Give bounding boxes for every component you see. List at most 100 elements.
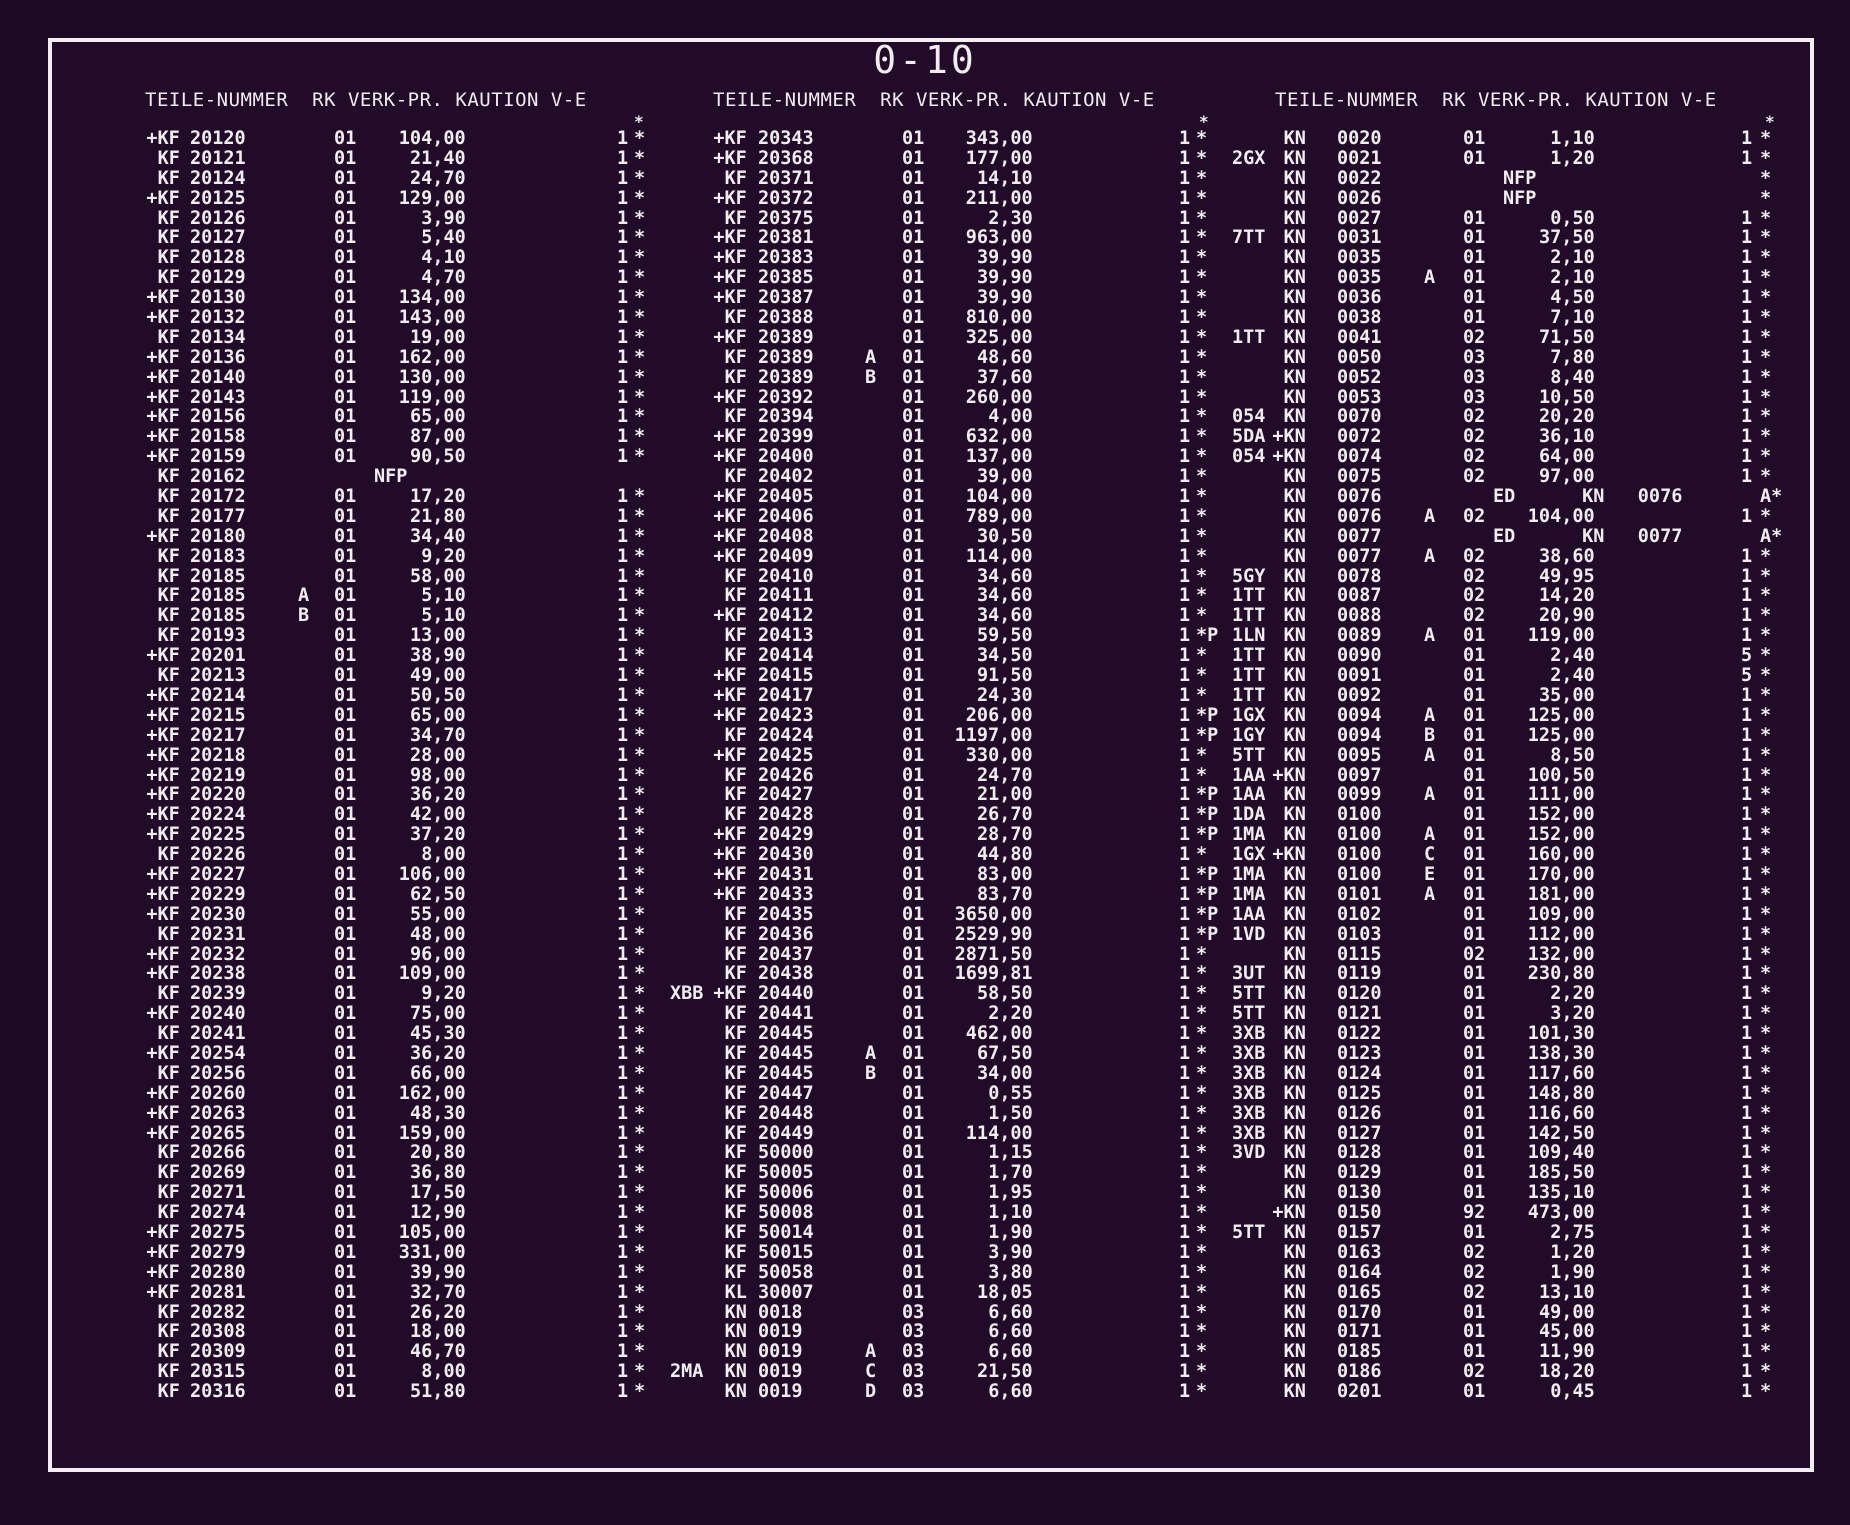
part-number-cell: 20282 [190,1301,246,1323]
price-cell: 3650,00 [954,903,1033,925]
rk-cell: 01 [902,287,925,309]
rk-cell: 01 [1463,1062,1486,1084]
rk-cell: 01 [902,1023,925,1045]
ve-cell: 1 [1179,486,1191,508]
prefix-cell: +KF [713,386,747,408]
suffix-cell: A [1424,704,1436,726]
ve-cell: 1 [1179,287,1191,309]
price-cell: 4,70 [421,267,466,289]
price-cell: 260,00 [965,386,1033,408]
ve-cell: 1 [1179,406,1191,428]
part-number-cell: 20266 [190,1142,246,1164]
prefix-cell: KN [1283,287,1306,309]
code-cell: 054 [1232,446,1266,468]
ve-cell: 1 [1179,704,1191,726]
marker-cell: * [1196,1062,1208,1084]
marker-cell: * [634,1321,646,1343]
prefix-cell: KN [1283,1102,1306,1124]
part-number-cell: 50015 [758,1241,814,1263]
prefix-cell: KF [724,784,747,806]
marker-cell: * [1760,267,1772,289]
ve-cell: 1 [1741,1301,1753,1323]
prefix-cell: KF [724,1042,747,1064]
marker-cell: * [1760,406,1772,428]
prefix-cell: +KF [146,426,180,448]
prefix-cell: +KF [713,684,747,706]
part-number-cell: 20402 [758,466,814,488]
ve-cell: 1 [1179,625,1191,647]
ve-cell: 5 [1741,665,1753,687]
ve-cell: 1 [617,267,629,289]
ve-cell: 1 [1179,1321,1191,1343]
prefix-cell: KF [157,466,180,488]
part-number-cell: 20436 [758,923,814,945]
rk-cell: 01 [1463,963,1486,985]
part-number-cell: 0165 [1337,1281,1382,1303]
prefix-cell: KN [724,1381,747,1403]
part-number-cell: 0100 [1337,863,1382,885]
prefix-cell: KF [157,486,180,508]
price-cell: 65,00 [410,704,466,726]
rk-cell: 01 [902,505,925,527]
marker-cell: * [1760,386,1772,408]
ve-cell: 1 [1741,128,1753,149]
ve-cell: 1 [617,585,629,607]
ve-cell: 1 [617,207,629,229]
ve-cell: 1 [1179,346,1191,368]
marker-cell: *P [1196,903,1219,925]
rk-cell: 01 [1463,247,1486,269]
prefix-cell: +KF [146,804,180,826]
rk-cell: 01 [334,486,357,508]
rk-cell: 01 [334,287,357,309]
price-cell: 148,80 [1527,1082,1595,1104]
ve-cell: 1 [1179,724,1191,746]
rk-cell: 01 [902,486,925,508]
prefix-cell: KF [724,1082,747,1104]
marker-cell: * [1196,167,1208,189]
rk-cell: 01 [902,625,925,647]
rk-cell: 01 [1463,1221,1486,1243]
marker-cell: * [1196,744,1208,766]
prefix-cell: +KF [146,684,180,706]
rk-cell: 03 [902,1361,925,1383]
marker-cell: * [634,505,646,527]
price-cell: 4,10 [421,247,466,269]
prefix-cell: KN [1283,903,1306,925]
part-number-cell: 20132 [190,307,246,329]
prefix-cell: +KF [713,505,747,527]
price-cell: 2,40 [1550,645,1595,667]
marker-cell: A* [1760,525,1783,547]
code-cell: 3XB [1232,1122,1266,1144]
rk-cell: 01 [334,187,357,209]
prefix-cell: +KN [1272,844,1306,866]
part-number-cell: 0128 [1337,1142,1382,1164]
marker-cell: * [1760,585,1772,607]
marker-cell: * [1760,1241,1772,1263]
price-cell: 185,50 [1527,1162,1595,1184]
marker-cell: * [1196,346,1208,368]
ve-cell: 1 [1741,863,1753,885]
price-cell: 21,50 [977,1361,1033,1383]
ve-cell: 1 [1179,605,1191,627]
marker-cell: * [1760,1162,1772,1184]
part-number-cell: 20229 [190,883,246,905]
marker-cell: * [634,1202,646,1224]
marker-cell: * [1760,744,1772,766]
marker-cell: * [634,446,646,468]
part-number-cell: 20280 [190,1261,246,1283]
ve-cell: 1 [1741,227,1753,249]
part-number-cell: 20425 [758,744,814,766]
ve-cell: 1 [1179,963,1191,985]
ve-cell: 1 [617,764,629,786]
code-cell: 1MA [1232,824,1266,846]
ve-cell: 1 [1741,1082,1753,1104]
rk-cell: 01 [334,446,357,468]
price-cell: 90,50 [410,446,466,468]
suffix-cell: A [1424,267,1436,289]
rk-cell: 01 [1463,804,1486,826]
part-number-cell: 20279 [190,1241,246,1263]
rk-cell: 01 [1463,863,1486,885]
part-number-cell: 0020 [1337,128,1382,149]
part-number-cell: 20389 [758,326,814,348]
prefix-cell: +KF [146,784,180,806]
